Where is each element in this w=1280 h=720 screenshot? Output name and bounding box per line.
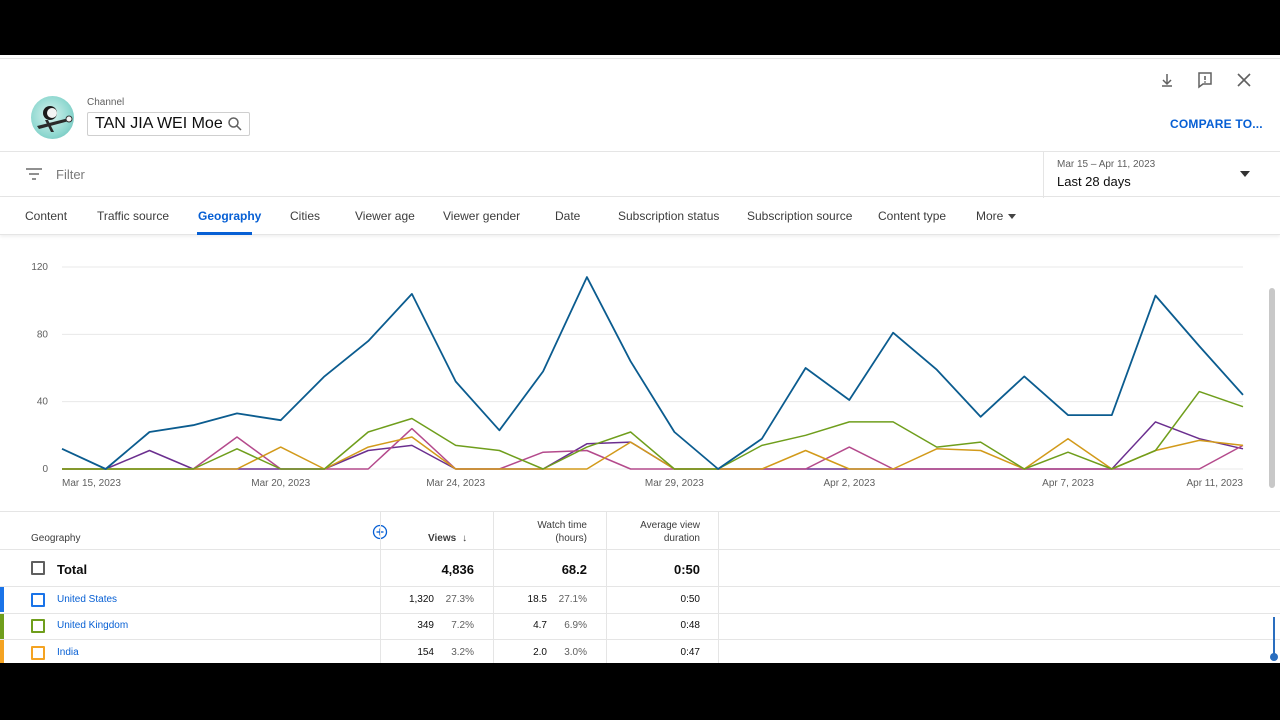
top-divider [0, 55, 1280, 59]
series-line-india[interactable] [62, 436, 1244, 470]
total-avg-duration: 0:50 [673, 562, 700, 577]
y-tick-label: 40 [37, 397, 49, 408]
row-country-link[interactable]: United States [57, 594, 118, 605]
x-tick-label: Apr 11, 2023 [1186, 478, 1243, 489]
col-views-label: Views [428, 533, 457, 544]
y-tick-label: 0 [42, 464, 48, 475]
total-views: 4,836 [441, 562, 474, 577]
x-tick-label: Mar 24, 2023 [426, 478, 485, 489]
tab-more[interactable]: More [976, 209, 1017, 223]
tab-date[interactable]: Date [555, 209, 581, 223]
tab-geography[interactable]: Geography [198, 209, 262, 223]
row-avd: 0:50 [680, 594, 700, 605]
row-views: 349 [417, 620, 434, 631]
row-views: 1,320 [408, 594, 434, 605]
chevron-down-icon [1240, 171, 1250, 177]
col-views[interactable]: Views ↓ [428, 533, 467, 544]
row-watch: 18.5 [527, 594, 547, 605]
col-avg-view-duration-2: duration [663, 533, 700, 544]
chart-scrollbar[interactable] [1269, 288, 1275, 488]
tab-traffic-source[interactable]: Traffic source [97, 209, 170, 223]
row-views-pct: 27.3% [445, 594, 474, 605]
filter-icon[interactable] [26, 167, 42, 181]
x-tick-label: Apr 2, 2023 [823, 478, 875, 489]
col-divider [718, 512, 719, 663]
x-tick-label: Apr 7, 2023 [1042, 478, 1094, 489]
caret-down-icon [1008, 214, 1017, 220]
line-chart: 0 40 80 120 Mar 15, 2023 Mar 20, 2023 Mar 24, … [0, 253, 1260, 493]
download-icon[interactable] [1158, 71, 1176, 89]
col-divider [380, 512, 381, 663]
row-color-marker [0, 640, 4, 663]
analytics-panel: Channel TAN JIA WEI Moe COMPARE TO... Fi… [0, 55, 1280, 663]
x-tick-label: Mar 20, 2023 [251, 478, 310, 489]
row-avd: 0:48 [680, 620, 700, 631]
date-range-picker[interactable]: Mar 15 – Apr 11, 2023 Last 28 days [1043, 152, 1280, 198]
row-watch: 2.0 [533, 647, 547, 658]
geography-table: Geography Views ↓ Watch time (hours) Aver… [0, 511, 1280, 663]
row-views-pct: 3.2% [451, 647, 474, 658]
search-icon[interactable] [227, 116, 243, 132]
series-line-united-states[interactable] [61, 276, 1244, 470]
row-color-marker [0, 614, 4, 639]
tab-subscription-status[interactable]: Subscription status [618, 209, 720, 223]
total-checkbox[interactable] [31, 561, 45, 575]
y-tick-label: 120 [31, 262, 48, 273]
series-line-united-kingdom[interactable] [62, 390, 1244, 470]
channel-label: Channel [87, 97, 125, 108]
compare-to-button[interactable]: COMPARE TO... [1170, 117, 1263, 131]
filter-input[interactable]: Filter [56, 167, 85, 182]
row-watch-pct: 6.9% [564, 620, 587, 631]
x-tick-label: Mar 15, 2023 [62, 478, 121, 489]
row-watch: 4.7 [533, 620, 547, 631]
row-country-link[interactable]: India [57, 647, 79, 658]
scroll-handle-icon[interactable] [1269, 615, 1279, 663]
close-icon[interactable] [1235, 71, 1253, 89]
tab-content[interactable]: Content [25, 209, 68, 223]
row-avd: 0:47 [680, 647, 700, 658]
series-line-series-4[interactable] [62, 427, 1244, 470]
row-divider [0, 613, 1280, 614]
col-watch-time[interactable]: Watch time [537, 520, 587, 531]
row-divider [0, 639, 1280, 640]
filter-bar: Filter Mar 15 – Apr 11, 2023 Last 28 day… [0, 151, 1280, 198]
row-watch-pct: 27.1% [558, 594, 587, 605]
date-preset: Last 28 days [1057, 174, 1131, 189]
feedback-icon[interactable] [1196, 71, 1214, 89]
row-checkbox[interactable] [31, 646, 45, 660]
row-divider [0, 586, 1280, 587]
chart-svg: 0 40 80 120 Mar 15, 2023 Mar 20, 2023 Mar 24, … [31, 262, 1244, 489]
row-views: 154 [417, 647, 434, 658]
col-avg-view-duration[interactable]: Average view [640, 520, 700, 531]
channel-picker[interactable]: TAN JIA WEI Moe [87, 112, 250, 136]
sort-down-icon: ↓ [462, 533, 468, 544]
tab-subscription-source[interactable]: Subscription source [747, 209, 853, 223]
tab-viewer-age[interactable]: Viewer age [355, 209, 415, 223]
y-tick-label: 80 [37, 329, 49, 340]
date-range-text: Mar 15 – Apr 11, 2023 [1057, 159, 1156, 170]
total-watch-time: 68.2 [561, 562, 587, 577]
tab-more-label: More [976, 209, 1004, 223]
dimension-tabs: Content Traffic source Geography Cities … [0, 197, 1280, 235]
total-label: Total [57, 562, 88, 577]
row-views-pct: 7.2% [451, 620, 474, 631]
row-divider [0, 549, 1280, 550]
row-checkbox[interactable] [31, 593, 45, 607]
tab-cities[interactable]: Cities [290, 209, 321, 223]
col-watch-time-unit: (hours) [555, 533, 587, 544]
channel-name: TAN JIA WEI Moe [95, 115, 223, 132]
channel-avatar[interactable] [31, 96, 74, 139]
col-divider [493, 512, 494, 663]
x-tick-label: Mar 29, 2023 [645, 478, 704, 489]
row-country-link[interactable]: United Kingdom [57, 620, 129, 631]
col-geography: Geography [31, 533, 81, 544]
active-tab-indicator [197, 232, 252, 235]
tab-content-type[interactable]: Content type [878, 209, 947, 223]
row-color-marker [0, 587, 4, 612]
row-checkbox[interactable] [31, 619, 45, 633]
row-watch-pct: 3.0% [564, 647, 587, 658]
tab-viewer-gender[interactable]: Viewer gender [443, 209, 521, 223]
series-line-series-5[interactable] [62, 421, 1244, 470]
col-divider [606, 512, 607, 663]
